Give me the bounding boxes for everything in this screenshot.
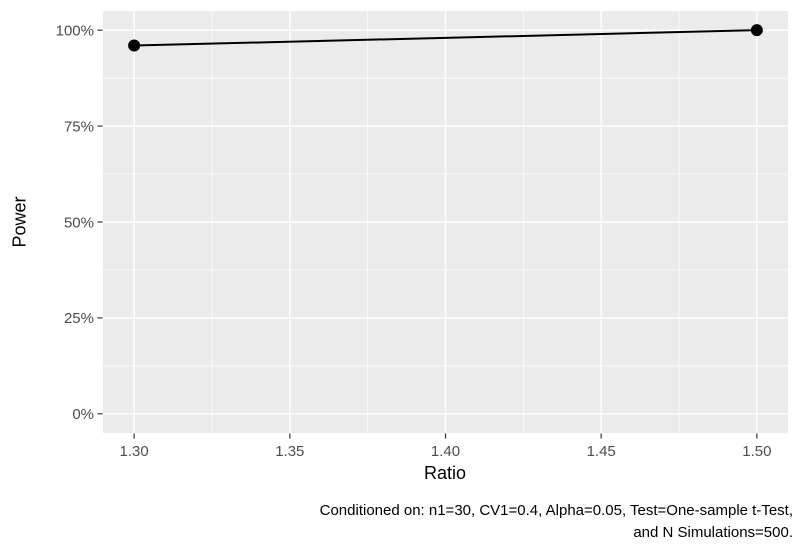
y-tick-label: 0%	[72, 406, 94, 423]
chart-caption: Conditioned on: n1=30, CV1=0.4, Alpha=0.…	[320, 500, 793, 544]
caption-line-2: and N Simulations=500.	[633, 524, 793, 541]
x-tick-label: 1.35	[275, 443, 304, 460]
x-tick-label: 1.50	[742, 443, 771, 460]
x-tick-label: 1.45	[587, 443, 616, 460]
y-tick-label: 25%	[64, 310, 94, 327]
x-axis-title: Ratio	[423, 463, 467, 483]
data-point	[750, 24, 763, 37]
data-line	[134, 29, 757, 47]
y-axis-title: Power	[9, 196, 30, 248]
y-tick-label: 75%	[64, 118, 94, 135]
y-tick-label: 50%	[64, 214, 94, 231]
y-tick-label: 100%	[56, 22, 94, 39]
x-tick-label: 1.30	[120, 443, 149, 460]
data-point	[128, 39, 141, 52]
caption-line-1: Conditioned on: n1=30, CV1=0.4, Alpha=0.…	[319, 502, 793, 519]
x-tick-label: 1.40	[431, 443, 460, 460]
